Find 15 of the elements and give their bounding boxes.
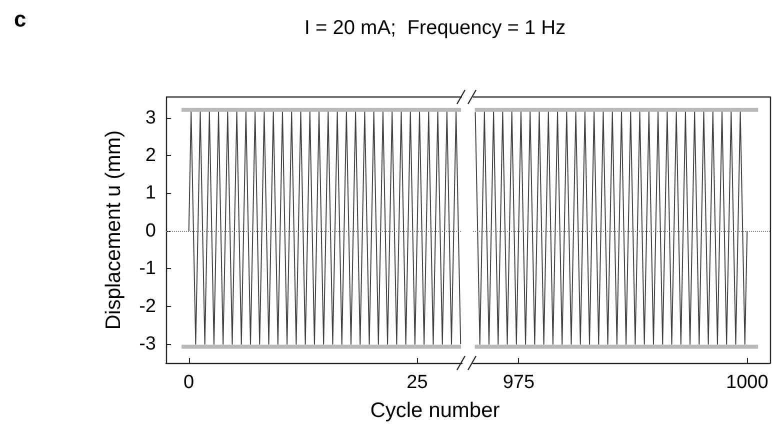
y-tick-label: 1 [145, 182, 156, 204]
text: c [14, 6, 26, 32]
chart-title: I = 20 mA; Frequency = 1 Hz [304, 17, 566, 39]
y-axis-title: Displacement u (mm) [102, 130, 125, 330]
y-tick-label: 2 [145, 144, 156, 166]
x-tick-label: 975 [502, 372, 535, 393]
x-tick-label: 1000 [726, 372, 768, 393]
x-tick-label: 25 [406, 372, 428, 393]
y-tick-label: -3 [139, 334, 156, 355]
y-tick-label: 0 [145, 220, 156, 242]
y-tick-label: -2 [139, 296, 156, 317]
y-tick-label: -1 [139, 258, 156, 280]
x-tick-label: 0 [184, 372, 194, 393]
y-tick-label: 3 [145, 107, 156, 128]
x-axis-title: Cycle number [370, 399, 500, 422]
